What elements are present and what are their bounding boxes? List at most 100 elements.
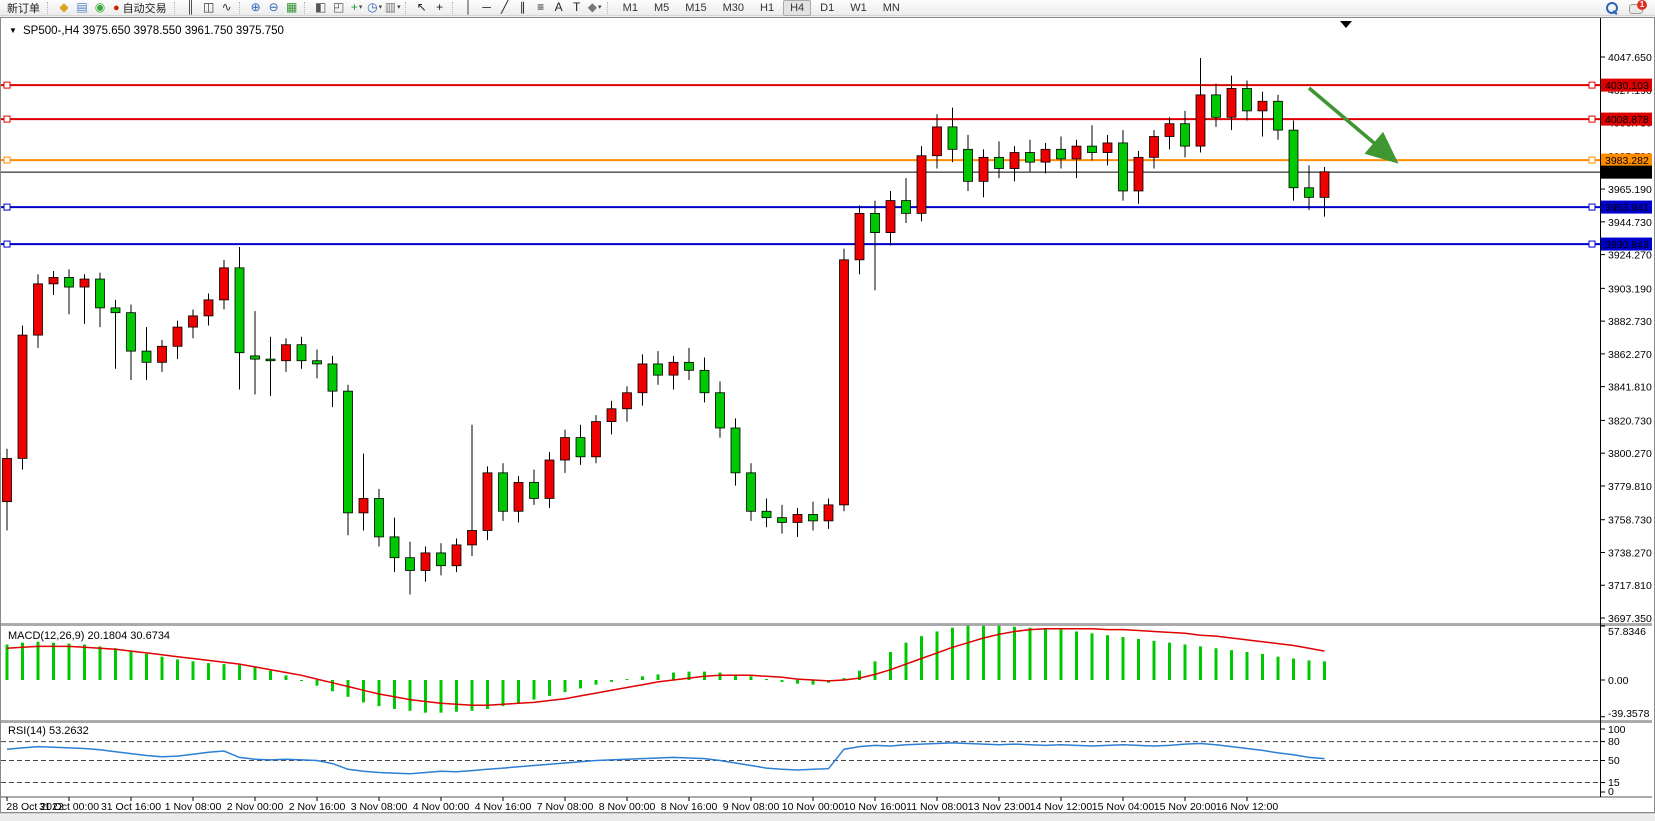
- macd-tick-label: -39.3578: [1608, 708, 1650, 720]
- new-order-button-label: 新订单: [7, 2, 40, 15]
- cursor-button[interactable]: ↖: [413, 0, 431, 15]
- timeframe-button-w1[interactable]: W1: [850, 1, 867, 14]
- price-tick-label: 3944.730: [1608, 217, 1652, 229]
- macd-panel[interactable]: 57.8346 0.00 -39.3578: [5, 625, 1650, 720]
- shapes-button[interactable]: ◆ ▾: [586, 0, 604, 15]
- line-handle[interactable]: [3, 203, 11, 211]
- arrange-windows-button-glyph: ◧: [314, 0, 327, 14]
- line-handle[interactable]: [1588, 156, 1596, 164]
- rsi-tick-label: 100: [1608, 724, 1626, 736]
- indicators-button-glyph: +: [350, 0, 358, 14]
- metaquotes-icon-glyph: ◆: [59, 0, 69, 14]
- line-handle[interactable]: [3, 81, 11, 89]
- bars-chart-button-glyph: ║: [186, 0, 195, 14]
- hline-3983.282[interactable]: [1, 156, 1600, 164]
- line-handle[interactable]: [3, 156, 11, 164]
- periods-button[interactable]: ◷ ▾: [366, 0, 384, 15]
- tile-windows-button[interactable]: ▦: [283, 0, 301, 15]
- crosshair-button-glyph: +: [436, 0, 444, 14]
- timeframe-button-m1[interactable]: M1: [622, 1, 638, 14]
- magnifier-glass: [1606, 1, 1618, 14]
- price-tick-label: 3862.270: [1608, 349, 1652, 361]
- price-tick-label: 3800.270: [1608, 448, 1652, 460]
- line-handle[interactable]: [1588, 240, 1596, 248]
- date-tick-label: 15 Nov 20:00: [1154, 801, 1217, 810]
- timeframe-button-m5[interactable]: M5: [653, 1, 670, 14]
- templates-button[interactable]: ▥ ▾: [384, 0, 402, 15]
- toolbar-separator: [173, 1, 179, 14]
- horizontal-lines[interactable]: [1, 81, 1600, 248]
- date-tick-label: 31 Oct 00:00: [39, 801, 99, 810]
- line-handle[interactable]: [1588, 115, 1596, 123]
- chart-canvas[interactable]: 4047.6504027.1904006.7303985.7303965.190…: [1, 18, 1652, 810]
- trend-arrow[interactable]: [1307, 86, 1399, 164]
- trendline-button[interactable]: ╱: [496, 0, 514, 15]
- trendline-button-glyph: ╱: [501, 0, 509, 14]
- date-tick-label: 10 Nov 16:00: [844, 801, 907, 810]
- line-handle[interactable]: [1588, 81, 1596, 89]
- rsi-tick-label: 15: [1608, 777, 1620, 789]
- price-tick-label: 3965.190: [1608, 184, 1652, 196]
- chat-icon[interactable]: 1: [1629, 0, 1647, 15]
- text-button[interactable]: A: [550, 0, 568, 15]
- arrange-windows-button[interactable]: ◧: [312, 0, 330, 15]
- hline-3953.941[interactable]: [1, 203, 1600, 211]
- timeframe-button-h4[interactable]: H4: [783, 0, 812, 16]
- date-tick-label: 16 Nov 12:00: [1216, 801, 1279, 810]
- vertical-line-button[interactable]: │: [460, 0, 478, 15]
- shapes-button-dropdown-arrow[interactable]: ▾: [598, 4, 602, 11]
- candles-chart-button[interactable]: ◫: [200, 0, 218, 15]
- zoom-in-button[interactable]: ⊕: [247, 0, 265, 15]
- hline-4008.878[interactable]: [1, 115, 1600, 123]
- toolbar-separator: [606, 1, 612, 14]
- crosshair-button[interactable]: +: [431, 0, 449, 15]
- label-button-glyph: T: [572, 0, 581, 14]
- indicators-button[interactable]: + ▾: [348, 0, 366, 15]
- line-chart-button[interactable]: ∿: [218, 0, 236, 15]
- fibonacci-button[interactable]: ≡: [532, 0, 550, 15]
- line-handle[interactable]: [3, 115, 11, 123]
- date-tick-label: 9 Nov 08:00: [723, 801, 780, 810]
- timeframe-button-mn[interactable]: MN: [882, 1, 900, 14]
- shift-marker[interactable]: [1340, 21, 1352, 28]
- indicators-button-dropdown-arrow[interactable]: ▾: [358, 4, 363, 11]
- bars-chart-button[interactable]: ║: [182, 0, 200, 15]
- hline-3930.843[interactable]: [1, 240, 1600, 248]
- zoom-out-button[interactable]: ⊖: [265, 0, 283, 15]
- search-icon[interactable]: [1605, 1, 1619, 15]
- date-tick-label: 10 Nov 00:00: [782, 801, 845, 810]
- line-handle[interactable]: [1588, 203, 1596, 211]
- channel-button-glyph: ∥: [519, 0, 526, 14]
- horizontal-line-button[interactable]: ─: [478, 0, 496, 15]
- timeframe-button-m30[interactable]: M30: [722, 1, 745, 14]
- channel-button[interactable]: ∥: [514, 0, 532, 15]
- templates-button-dropdown-arrow[interactable]: ▾: [397, 4, 401, 11]
- line-handle[interactable]: [3, 240, 11, 248]
- horizontal-line-button-glyph: ─: [482, 0, 491, 14]
- signals-icon[interactable]: ◉: [91, 0, 109, 15]
- auto-trading-button[interactable]: ● 自动交易: [109, 0, 171, 15]
- toolbar-separator: [47, 1, 52, 14]
- timeframe-button-m15[interactable]: M15: [685, 1, 707, 14]
- timeframe-button-h1[interactable]: H1: [760, 1, 775, 14]
- new-order-button[interactable]: 新订单: [3, 0, 44, 15]
- date-tick-label: 8 Nov 16:00: [661, 801, 718, 810]
- price-tick-label: 3882.730: [1608, 316, 1652, 328]
- chart-shift-marker-icon[interactable]: [1340, 21, 1352, 28]
- symbol-dropdown-icon[interactable]: ▼: [9, 26, 17, 35]
- cursor-button-glyph: ↖: [416, 0, 427, 14]
- hline-4030.103[interactable]: [1, 81, 1600, 89]
- cascade-windows-button-glyph: ◰: [332, 0, 345, 14]
- timeframe-button-d1[interactable]: D1: [820, 1, 835, 14]
- metaquotes-icon[interactable]: ◆: [55, 0, 73, 15]
- cascade-windows-button[interactable]: ◰: [330, 0, 348, 15]
- periods-button-dropdown-arrow[interactable]: ▾: [378, 4, 383, 11]
- market-watch-icon[interactable]: ▤: [73, 0, 91, 15]
- date-tick-label: 4 Nov 00:00: [413, 801, 470, 810]
- macd-label: MACD(12,26,9) 20.1804 30.6734: [8, 630, 170, 642]
- date-tick-label: 3 Nov 08:00: [351, 801, 408, 810]
- macd-tick-label: 0.00: [1608, 675, 1629, 687]
- label-button[interactable]: T: [568, 0, 586, 15]
